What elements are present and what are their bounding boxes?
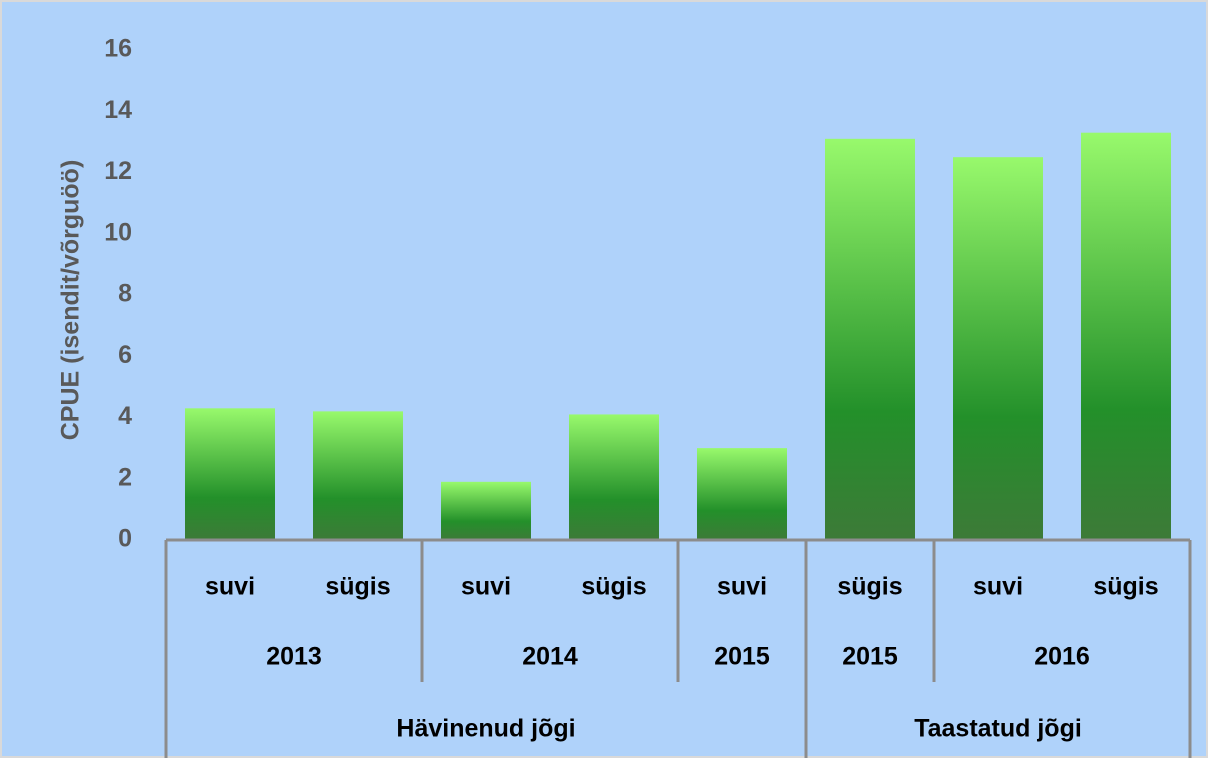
y-tick-label: 16 xyxy=(104,35,132,63)
year-label: 2015 xyxy=(842,643,898,671)
y-tick-label: 12 xyxy=(104,157,132,185)
bar xyxy=(1081,132,1171,540)
year-label: 2016 xyxy=(1034,643,1090,671)
y-tick-label: 0 xyxy=(118,525,132,553)
bar xyxy=(953,157,1043,540)
bar xyxy=(569,414,659,540)
y-tick-label: 14 xyxy=(104,96,132,124)
x-tick-label: suvi xyxy=(717,573,767,601)
x-tick-label: suvi xyxy=(973,573,1023,601)
river-label: Taastatud jõgi xyxy=(914,715,1082,743)
x-tick-label: suvi xyxy=(461,573,511,601)
bar xyxy=(185,408,275,540)
x-tick-label: sügis xyxy=(1093,573,1158,601)
river-label: Hävinenud jõgi xyxy=(396,715,575,743)
y-axis-label: CPUE (isendit/võrguöö) xyxy=(57,160,85,441)
bar xyxy=(313,411,403,540)
bar xyxy=(697,448,787,540)
y-tick-label: 6 xyxy=(118,341,132,369)
x-tick-label: sügis xyxy=(581,573,646,601)
x-tick-label: sügis xyxy=(325,573,390,601)
year-label: 2013 xyxy=(266,643,322,671)
y-tick-label: 8 xyxy=(118,280,132,308)
y-tick-label: 4 xyxy=(118,402,132,430)
bar xyxy=(441,481,531,540)
year-label: 2014 xyxy=(522,643,578,671)
x-tick-label: suvi xyxy=(205,573,255,601)
y-tick-label: 2 xyxy=(118,463,132,491)
year-label: 2015 xyxy=(714,643,770,671)
x-tick-label: sügis xyxy=(837,573,902,601)
bar xyxy=(825,138,915,540)
y-tick-label: 10 xyxy=(104,218,132,246)
